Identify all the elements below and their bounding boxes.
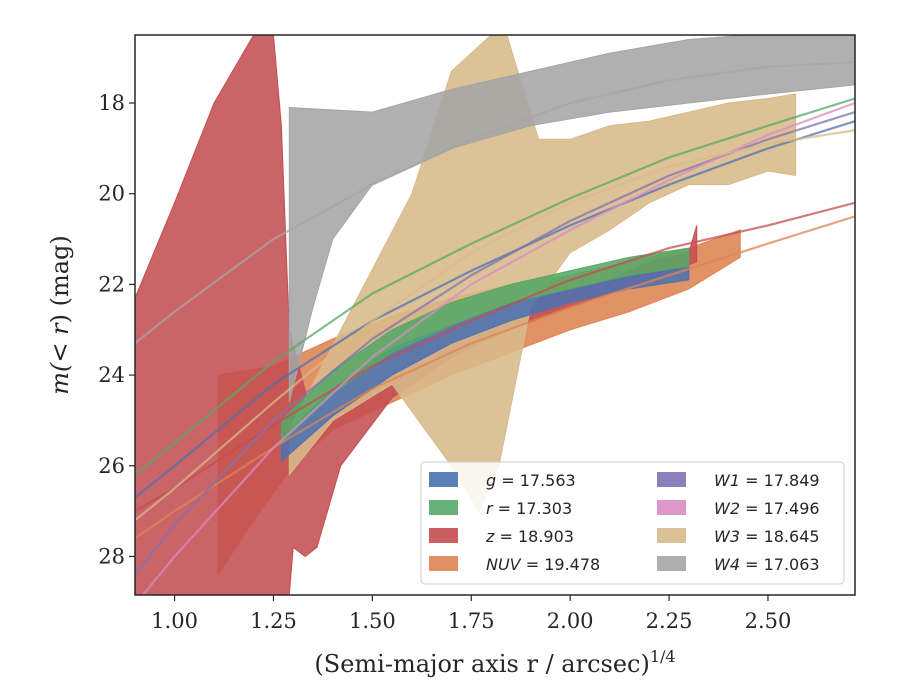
plot-frame: [134, 34, 856, 596]
curve-g: [135, 120, 855, 499]
legend-label-g: g = 17.563: [486, 471, 576, 490]
y-axis-label-math: < r: [46, 322, 74, 363]
y-axis-label-suffix: ) (mag): [46, 235, 74, 323]
legend-label-w1: W1 = 17.849: [714, 471, 820, 490]
legend-swatch-w3: [657, 528, 686, 543]
legend-label-r: r = 17.303: [486, 499, 572, 518]
curve-w4: [135, 61, 855, 345]
legend-band-name: W1: [714, 471, 740, 490]
legend-band-name: g: [486, 471, 496, 490]
legend-box: [420, 461, 845, 585]
y-tick-label: 18: [98, 91, 125, 115]
x-tick-label: 2.25: [646, 609, 693, 633]
curve-w2: [142, 101, 855, 595]
legend-band-value: = 18.903: [494, 527, 574, 546]
legend-swatch-w4: [657, 556, 686, 571]
legend-swatch-w2: [657, 500, 686, 515]
x-axis-label: (Semi-major axis r / arcsec)1/4: [314, 647, 675, 678]
legend-band-name: W2: [714, 499, 740, 518]
bands-layer: [135, 35, 855, 595]
legend-band-value: = 17.303: [493, 499, 573, 518]
x-tick-label: 2.50: [745, 609, 792, 633]
legend-band-name: z: [485, 527, 495, 546]
legend-label-w4: W4 = 17.063: [714, 555, 820, 574]
legend-band-name: NUV: [486, 555, 522, 574]
legend-label-w3: W3 = 18.645: [714, 527, 820, 546]
legend-swatch-r: [429, 500, 458, 515]
y-tick-label: 28: [98, 544, 125, 568]
y-axis-ticks: 18 20 22 24 26 28: [98, 91, 135, 568]
curve-w3: [135, 129, 855, 522]
x-axis-label-exponent: 1/4: [650, 647, 676, 666]
legend-band-name: r: [486, 499, 494, 518]
legend-swatch-w1: [657, 472, 686, 487]
y-axis-label: m(< r) (mag): [46, 235, 74, 395]
y-tick-label: 22: [98, 272, 125, 296]
legend-band-value: = 17.496: [740, 499, 820, 518]
legend-band-value: = 18.645: [740, 527, 820, 546]
curve-r: [135, 97, 855, 476]
legend-label-z: z = 18.903: [485, 527, 574, 546]
x-axis-ticks: 1.00 1.25 1.50 1.75 2.00 2.25 2.50: [151, 595, 791, 633]
legend-band-value: = 17.563: [496, 471, 576, 490]
curve-z: [135, 201, 855, 513]
x-tick-label: 1.25: [250, 609, 297, 633]
legend-band-name: W3: [714, 527, 740, 546]
y-tick-label: 26: [98, 454, 125, 478]
legend-label-nuv: NUV = 19.478: [486, 555, 600, 574]
x-tick-label: 1.50: [349, 609, 396, 633]
y-tick-label: 24: [98, 363, 125, 387]
legend-band-value: = 19.478: [521, 555, 601, 574]
legend-swatch-g: [429, 472, 458, 487]
band-w4: [288, 35, 855, 403]
x-tick-label: 1.00: [151, 609, 198, 633]
legend-band-name: W4: [714, 555, 740, 574]
legend-band-value: = 17.849: [740, 471, 820, 490]
x-tick-label: 2.00: [547, 609, 594, 633]
legend-label-w2: W2 = 17.496: [714, 499, 820, 518]
y-axis-label-prefix: m(: [46, 362, 74, 395]
x-axis-label-text: (Semi-major axis r / arcsec): [314, 650, 649, 678]
curves-layer: [135, 61, 855, 595]
x-tick-label: 1.75: [448, 609, 495, 633]
legend-band-value: = 17.063: [740, 555, 820, 574]
legend-swatch-nuv: [429, 556, 458, 571]
legend-swatch-z: [429, 528, 458, 543]
y-tick-label: 20: [98, 182, 125, 206]
